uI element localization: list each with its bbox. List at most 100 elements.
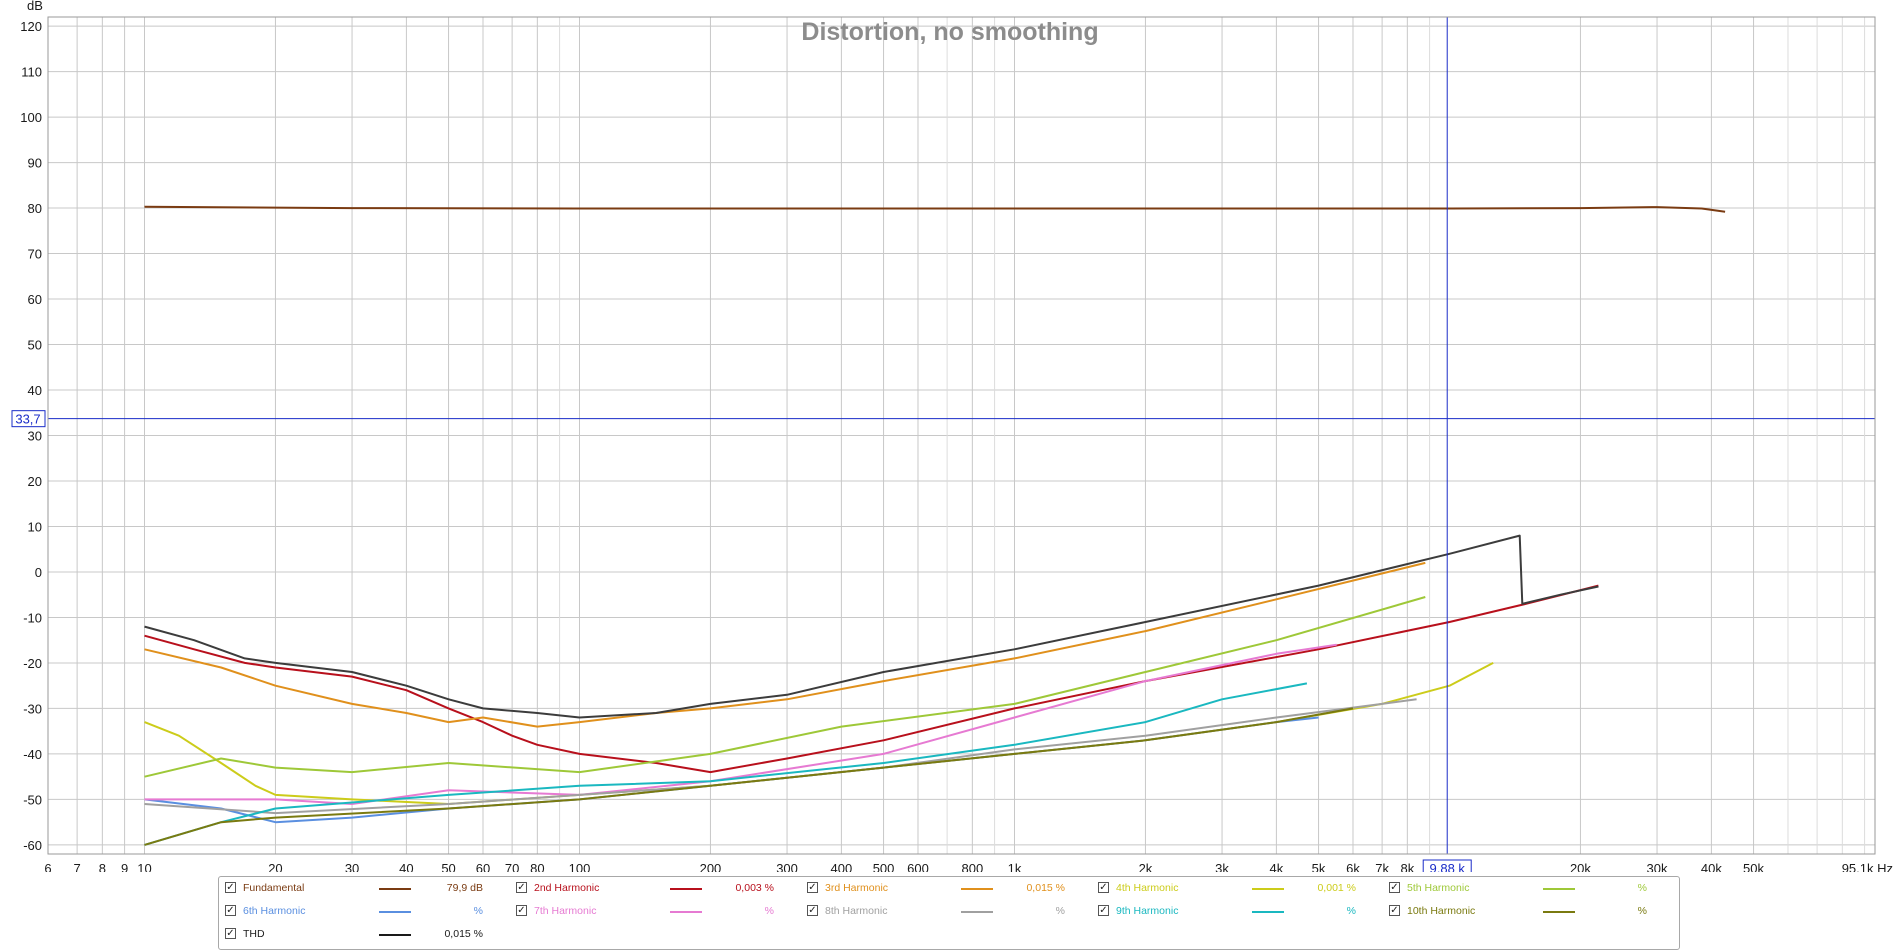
legend-series-name: 2nd Harmonic bbox=[534, 882, 600, 894]
x-tick-label: 80 bbox=[530, 861, 544, 872]
legend-item-thd[interactable]: ✓ THD 0,015 % bbox=[219, 925, 509, 943]
series-line-5th-harmonic bbox=[144, 596, 1426, 778]
cursor-y-label: 33,7 bbox=[15, 412, 40, 427]
legend-series-value: % bbox=[764, 905, 774, 917]
x-tick-label: 50k bbox=[1743, 861, 1764, 872]
legend-line-swatch bbox=[961, 888, 993, 890]
legend-series-value: % bbox=[1055, 905, 1065, 917]
legend-checkbox[interactable]: ✓ bbox=[807, 882, 818, 893]
x-tick-label: 5k bbox=[1312, 861, 1326, 872]
legend-line-swatch bbox=[1543, 888, 1575, 890]
y-tick-label: 10 bbox=[28, 519, 42, 534]
y-tick-label: 50 bbox=[28, 338, 42, 353]
legend-series-name: 7th Harmonic bbox=[534, 905, 597, 917]
legend-item-6th-harmonic[interactable]: ✓ 6th Harmonic% bbox=[219, 902, 509, 920]
legend-checkbox[interactable]: ✓ bbox=[1389, 882, 1400, 893]
x-tick-label: 70 bbox=[505, 861, 519, 872]
legend-line-swatch bbox=[379, 888, 411, 890]
x-tick-label: 9 bbox=[121, 861, 128, 872]
x-tick-label: 7k bbox=[1375, 861, 1389, 872]
legend-series-name: 6th Harmonic bbox=[243, 905, 306, 917]
series-lines bbox=[144, 205, 1726, 846]
legend-checkbox[interactable]: ✓ bbox=[516, 882, 527, 893]
legend-checkbox[interactable]: ✓ bbox=[1389, 905, 1400, 916]
legend-checkbox[interactable]: ✓ bbox=[1098, 905, 1109, 916]
y-tick-label: 30 bbox=[28, 429, 42, 444]
x-tick-label: 10 bbox=[137, 861, 151, 872]
legend-line-swatch bbox=[379, 934, 411, 936]
y-tick-label: 40 bbox=[28, 383, 42, 398]
cursor[interactable]: 33,7 9,88 k bbox=[11, 17, 1875, 872]
legend-series-name: 10th Harmonic bbox=[1407, 905, 1476, 917]
x-tick-label: 40 bbox=[399, 861, 413, 872]
legend-item-10th-harmonic[interactable]: ✓ 10th Harmonic% bbox=[1383, 902, 1673, 920]
legend-checkbox[interactable]: ✓ bbox=[516, 905, 527, 916]
x-tick-label: 8 bbox=[99, 861, 106, 872]
legend-item-2nd-harmonic[interactable]: ✓ 2nd Harmonic 0,003 % bbox=[510, 879, 800, 897]
distortion-chart[interactable]: 1201101009080706050403020100-10-20-30-40… bbox=[0, 0, 1899, 872]
x-tick-label: 40k bbox=[1701, 861, 1722, 872]
x-tick-label: 95,1k Hz bbox=[1842, 861, 1893, 872]
x-tick-label: 2k bbox=[1139, 861, 1153, 872]
series-line-thd bbox=[144, 534, 1599, 719]
legend-series-value: % bbox=[1637, 905, 1647, 917]
legend-item-5th-harmonic[interactable]: ✓ 5th Harmonic% bbox=[1383, 879, 1673, 897]
legend-checkbox[interactable]: ✓ bbox=[1098, 882, 1109, 893]
x-tick-label: 300 bbox=[776, 861, 798, 872]
series-line-10th-harmonic bbox=[144, 707, 1354, 846]
series-line-fundamental bbox=[144, 205, 1726, 213]
legend-series-value: % bbox=[1637, 882, 1647, 894]
legend-series-name: 5th Harmonic bbox=[1407, 882, 1470, 894]
legend-series-name: THD bbox=[243, 928, 265, 940]
x-tick-label: 4k bbox=[1270, 861, 1284, 872]
legend-line-swatch bbox=[961, 911, 993, 913]
legend-line-swatch bbox=[670, 888, 702, 890]
cursor-y-box bbox=[11, 410, 46, 428]
y-tick-label: -50 bbox=[23, 792, 42, 807]
x-tick-label: 200 bbox=[700, 861, 722, 872]
legend-item-3rd-harmonic[interactable]: ✓ 3rd Harmonic 0,015 % bbox=[801, 879, 1091, 897]
y-tick-label: 80 bbox=[28, 201, 42, 216]
legend-line-swatch bbox=[1252, 911, 1284, 913]
legend-checkbox[interactable]: ✓ bbox=[225, 882, 236, 893]
legend-series-name: Fundamental bbox=[243, 882, 305, 894]
chart-title: Distortion, no smoothing bbox=[801, 18, 1098, 46]
x-tick-label: 800 bbox=[961, 861, 983, 872]
legend-series-name: 8th Harmonic bbox=[825, 905, 888, 917]
legend-checkbox[interactable]: ✓ bbox=[225, 905, 236, 916]
legend-series-name: 3rd Harmonic bbox=[825, 882, 889, 894]
legend-item-8th-harmonic[interactable]: ✓ 8th Harmonic% bbox=[801, 902, 1091, 920]
legend-checkbox[interactable]: ✓ bbox=[807, 905, 818, 916]
x-tick-label: 50 bbox=[441, 861, 455, 872]
series-line-2nd-harmonic bbox=[144, 584, 1599, 774]
legend-item-fundamental[interactable]: ✓ Fundamental 79,9 dB bbox=[219, 879, 509, 897]
legend: ✓ Fundamental 79,9 dB ✓ 2nd Harmonic 0,003 % ✓… bbox=[218, 876, 1680, 950]
y-axis-ticks: 1201101009080706050403020100-10-20-30-40… bbox=[20, 19, 42, 853]
y-tick-label: 20 bbox=[28, 474, 42, 489]
x-tick-label: 6 bbox=[44, 861, 51, 872]
y-axis-label: dB bbox=[27, 0, 43, 13]
legend-series-name: 9th Harmonic bbox=[1116, 905, 1179, 917]
legend-line-swatch bbox=[1543, 911, 1575, 913]
legend-line-swatch bbox=[670, 911, 702, 913]
x-tick-label: 1k bbox=[1008, 861, 1022, 872]
y-tick-label: 90 bbox=[28, 156, 42, 171]
y-tick-label: -30 bbox=[23, 701, 42, 716]
legend-series-value: % bbox=[1346, 905, 1356, 917]
y-tick-label: 60 bbox=[28, 292, 42, 307]
legend-series-name: 4th Harmonic bbox=[1116, 882, 1179, 894]
x-tick-label: 3k bbox=[1215, 861, 1229, 872]
cursor-x-label: 9,88 k bbox=[1430, 861, 1466, 872]
legend-item-9th-harmonic[interactable]: ✓ 9th Harmonic% bbox=[1092, 902, 1382, 920]
legend-item-7th-harmonic[interactable]: ✓ 7th Harmonic% bbox=[510, 902, 800, 920]
x-tick-label: 20 bbox=[268, 861, 282, 872]
x-tick-label: 6k bbox=[1346, 861, 1360, 872]
x-tick-label: 600 bbox=[907, 861, 929, 872]
legend-checkbox[interactable]: ✓ bbox=[225, 928, 236, 939]
y-tick-label: 110 bbox=[21, 65, 42, 80]
series-line-9th-harmonic bbox=[144, 682, 1308, 846]
x-tick-label: 400 bbox=[831, 861, 853, 872]
x-tick-label: 7 bbox=[74, 861, 81, 872]
legend-item-4th-harmonic[interactable]: ✓ 4th Harmonic 0,001 % bbox=[1092, 879, 1382, 897]
y-tick-label: 70 bbox=[28, 247, 42, 262]
